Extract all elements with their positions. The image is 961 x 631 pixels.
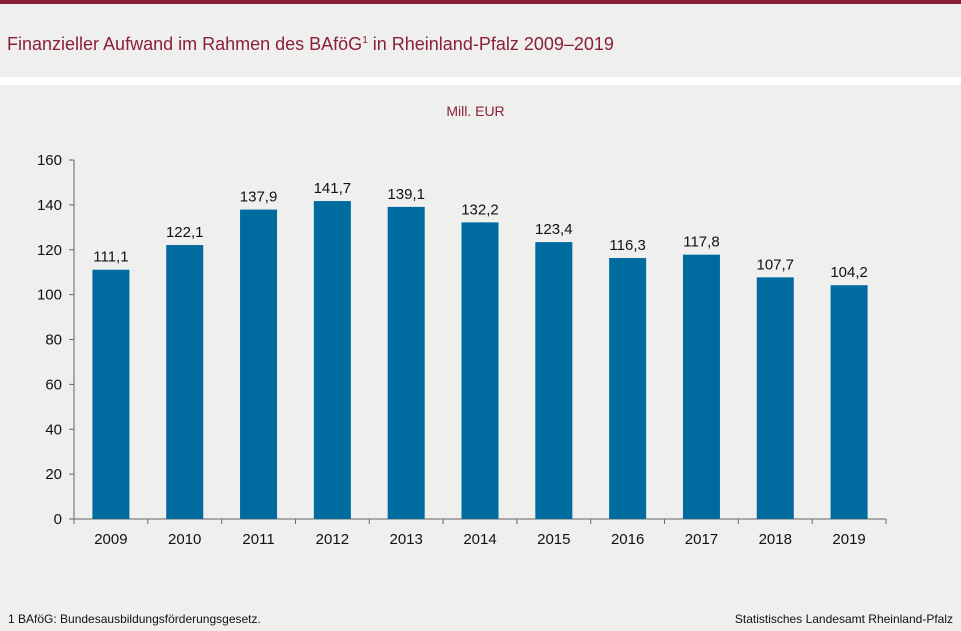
y-tick-label: 160: [37, 152, 62, 169]
x-tick-label: 2015: [537, 531, 570, 548]
unit-label: Mill. EUR: [446, 103, 505, 119]
x-tick-label: 2018: [759, 531, 792, 548]
bar: [535, 242, 573, 519]
x-tick-label: 2012: [316, 531, 349, 548]
chart-title-main: Finanzieller Aufwand im Rahmen des BAföG: [7, 34, 363, 54]
y-tick-label: 120: [37, 242, 62, 259]
data-label: 123,4: [535, 221, 573, 238]
data-label: 122,1: [166, 224, 204, 241]
bar: [461, 222, 499, 519]
x-tick-label: 2014: [463, 531, 496, 548]
x-tick-label: 2013: [389, 531, 422, 548]
bar: [166, 245, 204, 519]
x-tick-label: 2017: [685, 531, 718, 548]
data-label: 107,7: [756, 256, 794, 273]
chart-title-footnote-mark: 1: [362, 35, 368, 46]
x-tick-label: 2011: [242, 531, 274, 548]
data-label: 139,1: [387, 186, 425, 203]
data-label: 132,2: [461, 201, 499, 218]
bar: [830, 285, 868, 519]
bar: [92, 269, 130, 519]
y-tick-label: 100: [37, 287, 62, 304]
y-tick-label: 140: [37, 197, 62, 214]
data-label: 116,3: [609, 237, 645, 254]
title-panel: Finanzieller Aufwand im Rahmen des BAföG…: [0, 4, 961, 77]
footnote: 1 BAföG: Bundesausbildungsförderungsgese…: [8, 612, 261, 626]
data-label: 141,7: [314, 180, 352, 197]
x-tick-label: 2009: [94, 531, 127, 548]
y-tick-label: 20: [45, 466, 62, 483]
bar: [240, 209, 278, 519]
data-label: 137,9: [240, 189, 278, 206]
y-tick-label: 60: [45, 376, 62, 393]
bar: [682, 254, 720, 519]
y-tick-label: 40: [45, 421, 62, 438]
data-label: 117,8: [683, 234, 719, 251]
x-tick-label: 2016: [611, 531, 644, 548]
data-label: 104,2: [830, 264, 868, 281]
bar: [756, 277, 794, 519]
chart-title: Finanzieller Aufwand im Rahmen des BAföG…: [7, 34, 614, 55]
data-label: 111,1: [93, 249, 128, 266]
top-accent-bar: [0, 0, 961, 4]
x-tick-label: 2010: [168, 531, 201, 548]
chart-panel: Mill. EUR 0 20 40 60 80 100 120 140 160 111,1 2009…: [0, 85, 961, 631]
source-credit: Statistisches Landesamt Rheinland-Pfalz: [734, 612, 953, 626]
bar: [609, 258, 647, 519]
y-tick-label: 0: [54, 511, 62, 528]
bar: [387, 206, 425, 519]
bar: [313, 201, 351, 520]
x-tick-label: 2019: [832, 531, 865, 548]
chart-title-rest: in Rheinland-Pfalz 2009–2019: [367, 34, 614, 54]
y-tick-label: 80: [45, 332, 62, 349]
bar-chart: 0 20 40 60 80 100 120 140 160 111,1 2009 122,1 2010 1…: [37, 152, 887, 548]
panel-divider: [0, 77, 961, 85]
